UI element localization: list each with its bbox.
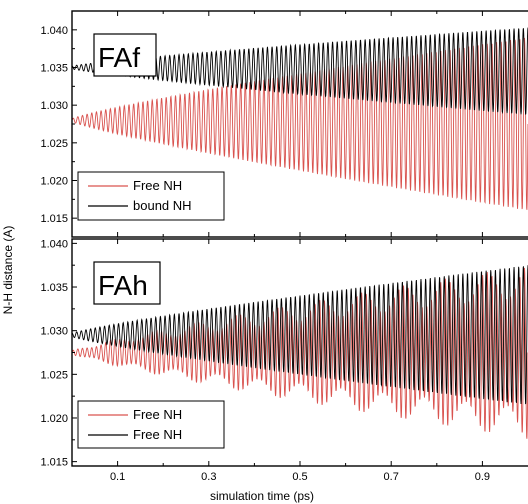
y-tick-label: 1.040 [40, 238, 68, 250]
y-tick-label: 1.015 [40, 457, 68, 469]
x-tick-label: 0.1 [110, 471, 125, 483]
legend-label: bound NH [133, 198, 192, 213]
y-tick-label: 1.035 [40, 63, 68, 75]
x-tick-label: 0.7 [384, 471, 399, 483]
legend-label: Free NH [133, 427, 182, 442]
y-tick-label: 1.025 [40, 138, 68, 150]
y-tick-label: 1.020 [40, 176, 68, 188]
y-tick-label: 1.025 [40, 369, 68, 381]
panel-label-box [93, 33, 157, 77]
y-tick-label: 1.030 [40, 100, 68, 112]
legend-box [77, 171, 225, 221]
y-tick-label: 1.030 [40, 326, 68, 338]
panel-label-box [93, 261, 161, 305]
legend-label: Free NH [133, 178, 182, 193]
y-axis-title: N-H distance (A) [1, 226, 15, 315]
y-tick-label: 1.015 [40, 213, 68, 225]
series-line [72, 265, 528, 405]
series-line [72, 37, 528, 210]
x-tick-label: 0.3 [201, 471, 216, 483]
y-tick-label: 1.035 [40, 282, 68, 294]
legend-box [77, 400, 225, 449]
x-tick-label: 0.5 [292, 471, 307, 483]
y-tick-label: 1.020 [40, 413, 68, 425]
panel-fah: 1.015 1.020 1.025 1.030 1.035 1.040 FAh Free NH… [40, 238, 528, 469]
panel-label: FAh [98, 270, 148, 301]
y-tick-label: 1.040 [40, 25, 68, 37]
x-axis-title: simulation time (ps) [210, 489, 314, 503]
legend-label: Free NH [133, 407, 182, 422]
panel-label: FAf [98, 42, 140, 73]
panel-faf: 1.015 1.020 1.025 1.030 1.035 1.040 FAf Free NH… [40, 10, 528, 238]
x-tick-label: 0.9 [475, 471, 490, 483]
